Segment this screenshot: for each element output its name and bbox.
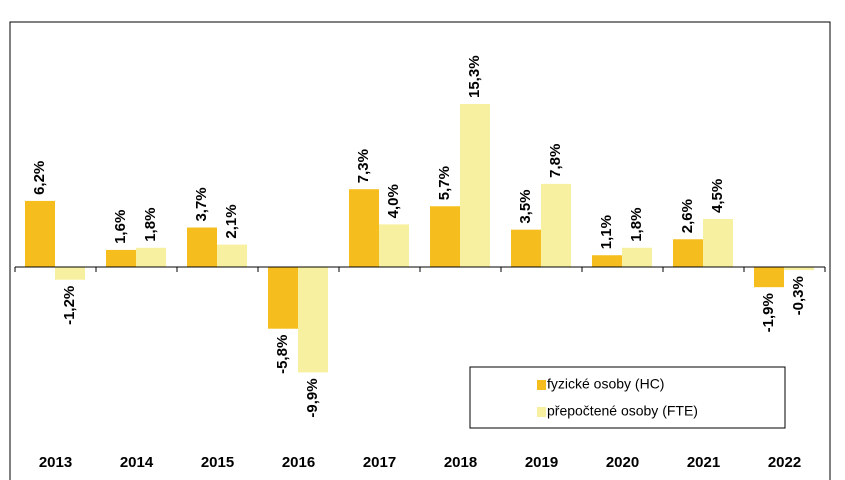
x-tick-label: 2021 — [687, 454, 720, 471]
bar — [703, 219, 733, 267]
value-label: 2,6% — [679, 199, 696, 233]
value-label: 1,8% — [142, 208, 159, 242]
bar — [430, 206, 460, 267]
value-label: 1,8% — [628, 208, 645, 242]
value-label: 2,1% — [223, 204, 240, 238]
value-label: 1,1% — [598, 215, 615, 249]
value-label: 1,6% — [112, 210, 129, 244]
x-tick-label: 2015 — [201, 454, 234, 471]
value-label: -1,9% — [760, 293, 777, 332]
value-label: 3,7% — [193, 187, 210, 221]
legend-box — [469, 366, 786, 429]
bar — [136, 247, 166, 267]
legend-label: přepočtené osoby (FTE) — [547, 403, 698, 419]
bar — [622, 247, 652, 267]
value-label: -0,3% — [790, 276, 807, 315]
x-tick-label: 2019 — [525, 454, 558, 471]
bar — [349, 189, 379, 267]
bar — [460, 104, 490, 267]
bar — [754, 266, 784, 288]
bar — [25, 200, 55, 267]
legend-label: fyzické osoby (HC) — [547, 376, 664, 392]
value-label: 3,5% — [517, 189, 534, 223]
value-label: 4,5% — [709, 179, 726, 213]
value-label: 15,3% — [466, 55, 483, 98]
legend: fyzické osoby (HC) přepočtené osoby (FTE) — [469, 366, 786, 429]
bar — [592, 255, 622, 267]
bar — [784, 266, 814, 271]
bar — [106, 249, 136, 267]
x-tick-label: 2017 — [363, 454, 396, 471]
bar — [187, 227, 217, 267]
x-tick-label: 2013 — [39, 454, 72, 471]
bar — [217, 244, 247, 267]
bar — [268, 266, 298, 329]
value-label: 6,2% — [31, 161, 48, 195]
value-label: -1,2% — [61, 286, 78, 325]
value-label: -9,9% — [304, 378, 321, 417]
x-tick-label: 2022 — [768, 454, 801, 471]
value-label: 5,7% — [436, 166, 453, 200]
bar — [379, 224, 409, 267]
value-label: -5,8% — [274, 335, 291, 374]
value-label: 7,8% — [547, 144, 564, 178]
plot-frame — [9, 21, 831, 480]
bar — [511, 229, 541, 267]
legend-swatch — [537, 380, 546, 390]
x-tick-label: 2016 — [282, 454, 315, 471]
bar — [673, 239, 703, 267]
x-tick-label: 2014 — [120, 454, 154, 471]
bar — [55, 266, 85, 280]
x-tick-label: 2018 — [444, 454, 477, 471]
x-tick-label: 2020 — [606, 454, 639, 471]
bar — [541, 183, 571, 267]
bar — [298, 266, 328, 373]
legend-swatch — [537, 407, 546, 417]
value-label: 7,3% — [355, 149, 372, 183]
value-label: 4,0% — [385, 184, 402, 218]
